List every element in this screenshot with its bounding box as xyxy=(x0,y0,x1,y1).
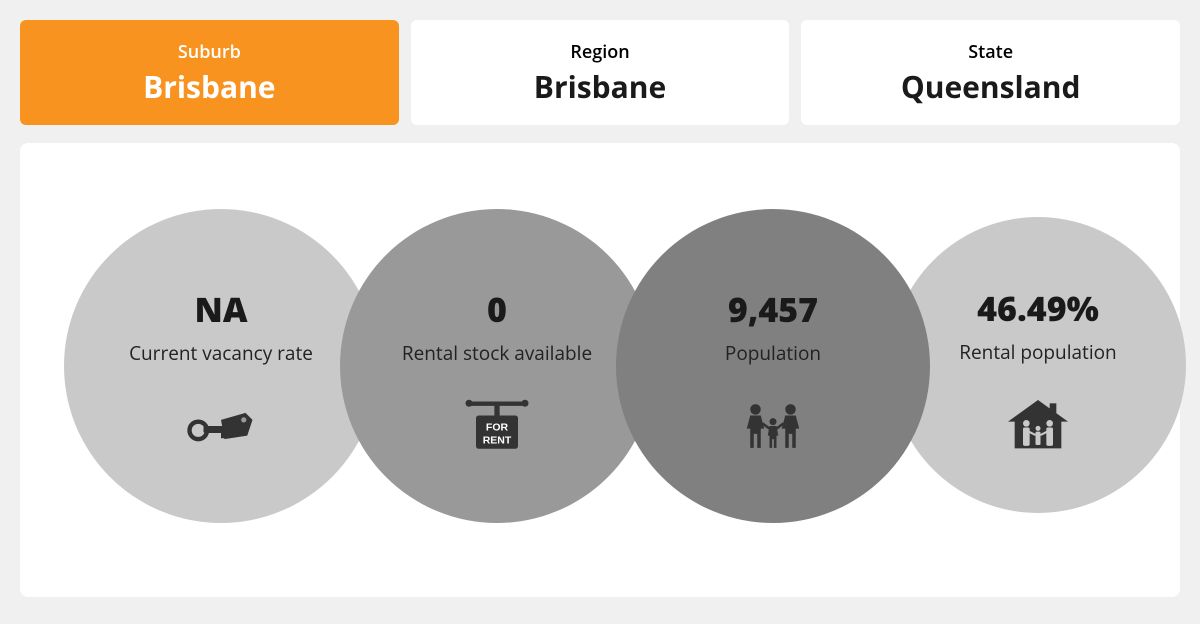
tab-value: Queensland xyxy=(811,66,1170,107)
metric-label: Population xyxy=(725,340,821,366)
metric-label: Rental population xyxy=(959,339,1116,365)
tab-label: State xyxy=(811,40,1170,64)
metric-value: NA xyxy=(194,286,247,332)
circles-container: NA Current vacancy rate 0 Rental stock xyxy=(40,173,1160,557)
tab-value: Brisbane xyxy=(421,66,780,107)
metric-label: Current vacancy rate xyxy=(129,340,313,366)
svg-text:RENT: RENT xyxy=(483,435,512,447)
tab-value: Brisbane xyxy=(30,66,389,107)
tab-label: Region xyxy=(421,40,780,64)
for-rent-sign-icon: FOR RENT xyxy=(462,396,532,456)
svg-text:FOR: FOR xyxy=(486,421,509,433)
metric-value: 9,457 xyxy=(728,286,818,332)
tabs-container: Suburb Brisbane Region Brisbane State Qu… xyxy=(20,20,1180,125)
family-icon xyxy=(738,396,808,456)
tab-state[interactable]: State Queensland xyxy=(801,20,1180,125)
metric-circle-population: 9,457 Population xyxy=(616,209,930,523)
tab-region[interactable]: Region Brisbane xyxy=(411,20,790,125)
metric-circle-rental-population: 46.49% Rental population xyxy=(890,217,1186,513)
metric-value: 0 xyxy=(487,286,507,332)
tab-suburb[interactable]: Suburb Brisbane xyxy=(20,20,399,125)
metric-value: 46.49% xyxy=(977,285,1099,331)
tab-label: Suburb xyxy=(30,40,389,64)
metric-circle-vacancy: NA Current vacancy rate xyxy=(64,209,378,523)
house-family-icon xyxy=(1003,395,1073,455)
key-tag-icon xyxy=(186,396,256,456)
metrics-panel: NA Current vacancy rate 0 Rental stock xyxy=(20,143,1180,597)
metric-label: Rental stock available xyxy=(402,340,592,366)
metric-circle-rental-stock: 0 Rental stock available FOR RENT xyxy=(340,209,654,523)
